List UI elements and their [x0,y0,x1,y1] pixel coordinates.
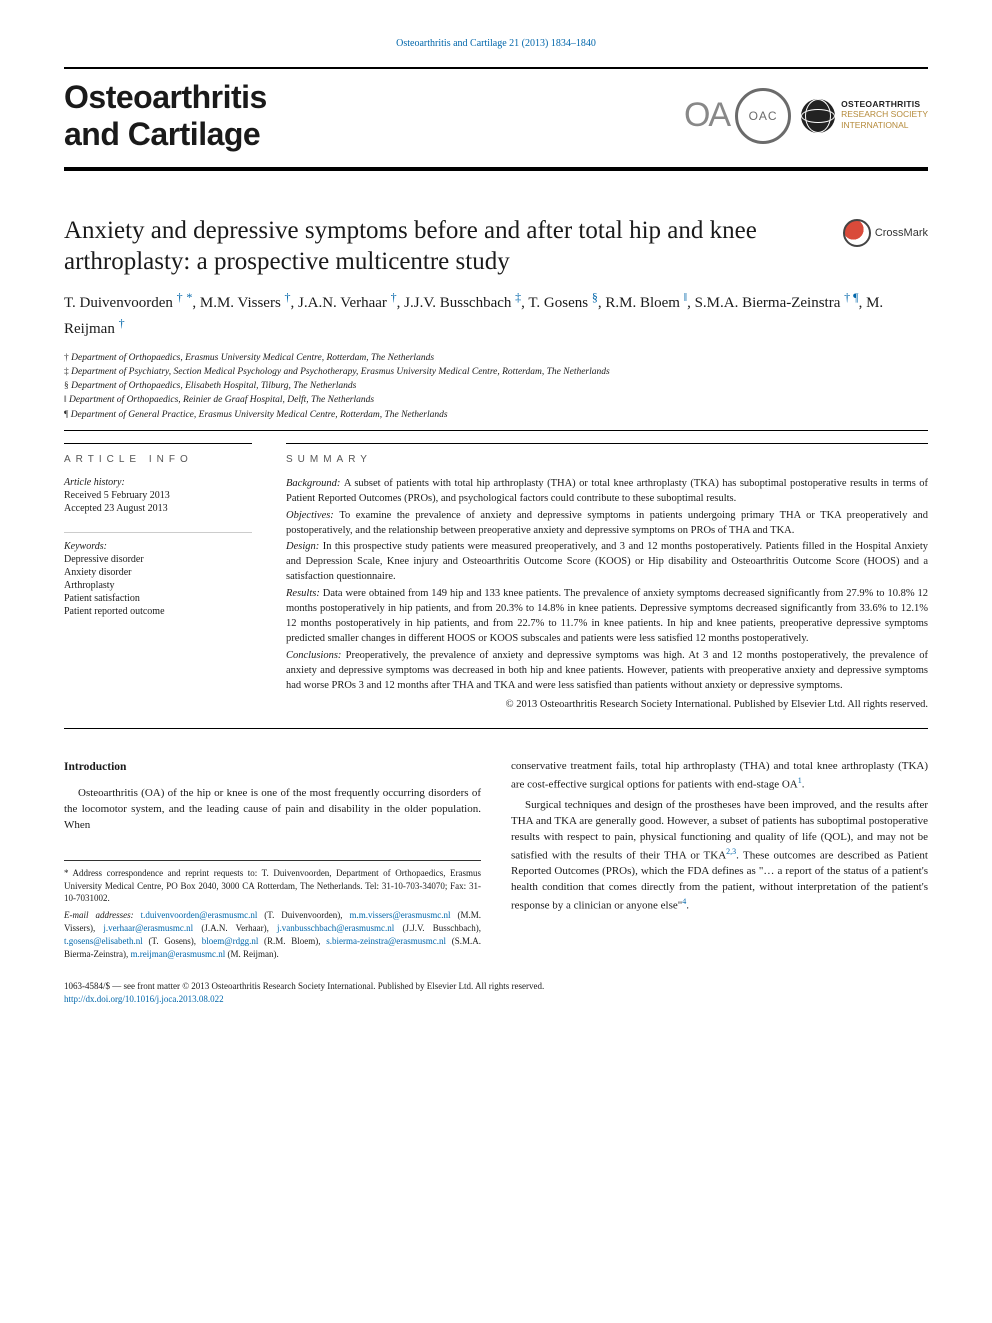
orsi-line2: RESEARCH SOCIETY [841,109,928,120]
body-columns: Introduction Osteoarthritis (OA) of the … [64,759,928,960]
summary-label: SUMMARY [286,454,928,465]
keyword-line: Arthroplasty [64,580,252,591]
keyword-line: Anxiety disorder [64,567,252,578]
doi-link[interactable]: http://dx.doi.org/10.1016/j.joca.2013.08… [64,994,224,1004]
affiliation-line: † Department of Orthopaedics, Erasmus Un… [64,351,928,365]
keyword-line: Patient satisfaction [64,593,252,604]
masthead-logos: OA OAC OSTEOARTHRITIS RESEARCH SOCIETY I… [684,88,928,144]
intro-p2a: conservative treatment fails, total hip … [511,760,928,791]
design-text: In this prospective study patients were … [286,541,928,582]
article-header: Anxiety and depressive symptoms before a… [64,215,928,431]
results-label: Results: [286,588,323,599]
author-list: T. Duivenvoorden † *, M.M. Vissers †, J.… [64,289,928,341]
crossmark-icon [843,219,871,247]
summary-copyright: © 2013 Osteoarthritis Research Society I… [286,698,928,713]
objectives-label: Objectives: [286,510,339,521]
article-info-column: ARTICLE INFO Article history: Received 5… [64,443,252,715]
affiliation-line: ‖ Department of Orthopaedics, Reinier de… [64,393,928,407]
running-head: Osteoarthritis and Cartilage 21 (2013) 1… [64,38,928,49]
results-text: Data were obtained from 149 hip and 133 … [286,588,928,644]
email-link[interactable]: m.reijman@erasmusmc.nl [130,949,225,959]
ref-link-23[interactable]: 2,3 [726,847,736,856]
keyword-line: Patient reported outcome [64,606,252,617]
page: Osteoarthritis and Cartilage 21 (2013) 1… [0,0,992,1048]
email-link[interactable]: t.duivenvoorden@erasmusmc.nl [141,910,258,920]
email-link[interactable]: m.m.vissers@erasmusmc.nl [350,910,451,920]
affiliation-list: † Department of Orthopaedics, Erasmus Un… [64,351,928,422]
orsi-line1: OSTEOARTHRITIS [841,99,928,110]
email-link[interactable]: j.verhaar@erasmusmc.nl [103,923,193,933]
accepted-line: Accepted 23 August 2013 [64,503,252,514]
email-link[interactable]: bloem@rdgg.nl [202,936,259,946]
email-link[interactable]: j.vanbusschbach@erasmusmc.nl [277,923,394,933]
affiliation-line: ¶ Department of General Practice, Erasmu… [64,408,928,422]
footnotes: * Address correspondence and reprint req… [64,860,481,960]
intro-p3c: . [686,900,689,912]
email-link[interactable]: t.gosens@elisabeth.nl [64,936,143,946]
bottom-matter: 1063-4584/$ — see front matter © 2013 Os… [64,980,928,1006]
email-link[interactable]: s.bierma-zeinstra@erasmusmc.nl [326,936,446,946]
affiliation-line: ‡ Department of Psychiatry, Section Medi… [64,365,928,379]
masthead: Osteoarthritis and Cartilage OA OAC OSTE… [64,67,928,171]
journal-title-line2: and Cartilage [64,116,267,153]
background-text: A subset of patients with total hip arth… [286,478,928,504]
keywords-head: Keywords: [64,532,252,552]
article-info-label: ARTICLE INFO [64,454,252,465]
correspondence-note: * Address correspondence and reprint req… [64,867,481,905]
body-col-right: conservative treatment fails, total hip … [511,759,928,960]
conclusions-text: Preoperatively, the prevalence of anxiet… [286,650,928,691]
background-label: Background: [286,478,344,489]
design-label: Design: [286,541,323,552]
body-col-left: Introduction Osteoarthritis (OA) of the … [64,759,481,960]
keyword-line: Depressive disorder [64,554,252,565]
orsi-text: OSTEOARTHRITIS RESEARCH SOCIETY INTERNAT… [841,99,928,131]
crossmark-widget[interactable]: CrossMark [843,215,928,247]
objectives-text: To examine the prevalence of anxiety and… [286,510,928,536]
email-addresses: E-mail addresses: t.duivenvoorden@erasmu… [64,909,481,960]
intro-p2b: . [802,779,805,791]
crossmark-label: CrossMark [875,227,928,239]
globe-icon [801,99,835,133]
intro-head: Introduction [64,759,481,776]
history-head: Article history: [64,477,252,488]
running-head-link[interactable]: Osteoarthritis and Cartilage 21 (2013) 1… [396,38,596,49]
summary-column: SUMMARY Background: A subset of patients… [286,443,928,715]
oac-logo: OA OAC [684,88,791,144]
oac-big-text: OA [684,96,729,135]
affiliation-line: § Department of Orthopaedics, Elisabeth … [64,379,928,393]
conclusions-label: Conclusions: [286,650,346,661]
journal-title-line1: Osteoarthritis [64,79,267,116]
oac-circle-icon: OAC [735,88,791,144]
orsi-logo: OSTEOARTHRITIS RESEARCH SOCIETY INTERNAT… [801,99,928,133]
intro-p1: Osteoarthritis (OA) of the hip or knee i… [64,786,481,834]
journal-title: Osteoarthritis and Cartilage [64,79,267,153]
emails-label: E-mail addresses: [64,910,134,920]
received-line: Received 5 February 2013 [64,490,252,501]
info-summary-row: ARTICLE INFO Article history: Received 5… [64,443,928,730]
article-title: Anxiety and depressive symptoms before a… [64,215,827,278]
orsi-line3: INTERNATIONAL [841,120,928,131]
summary-body: Background: A subset of patients with to… [286,477,928,713]
front-matter-line: 1063-4584/$ — see front matter © 2013 Os… [64,980,928,993]
